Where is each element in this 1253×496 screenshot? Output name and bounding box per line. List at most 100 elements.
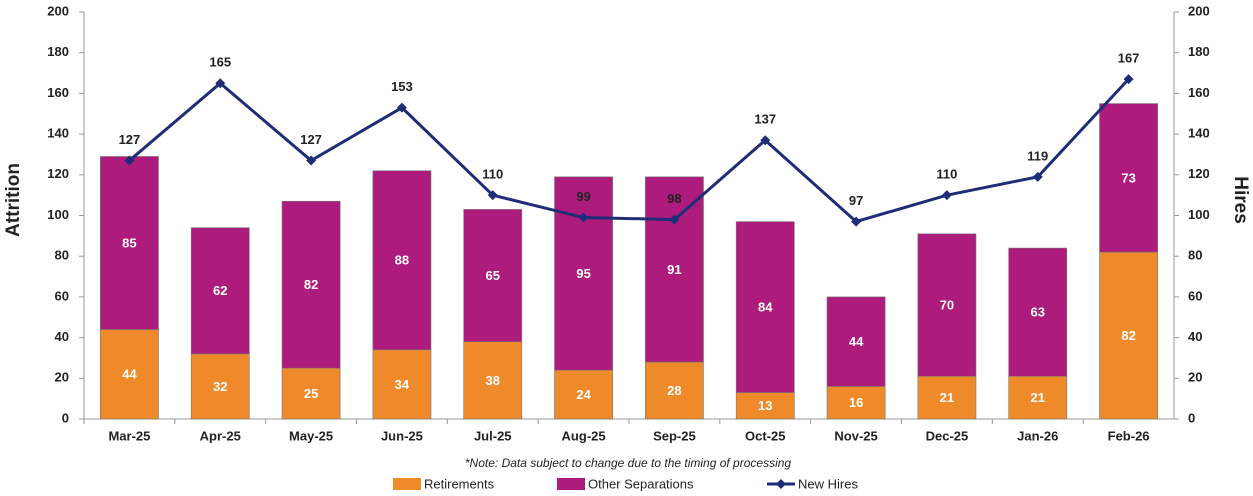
y-axis-title: Attrition	[3, 163, 24, 237]
bar-label: 84	[758, 300, 773, 315]
bar-segment	[1008, 247, 1068, 377]
x-tick-label: Sep-25	[653, 428, 696, 443]
y2-tick-label: 200	[1188, 3, 1210, 18]
line-label: 127	[119, 132, 141, 147]
line-marker	[760, 135, 771, 146]
y-tick-label: 200	[47, 3, 69, 18]
y-tick-label: 20	[55, 370, 69, 385]
x-tick-label: Aug-25	[562, 428, 606, 443]
y2-tick-label: 60	[1188, 288, 1202, 303]
bar-label: 13	[758, 398, 772, 413]
x-tick-label: Nov-25	[834, 428, 877, 443]
line-marker	[578, 212, 589, 223]
legend-label: Retirements	[424, 476, 495, 491]
bar-label: 63	[1031, 305, 1045, 320]
bar-label: 82	[1121, 328, 1135, 343]
bar-segment	[735, 221, 795, 393]
bar-segment	[645, 361, 704, 420]
line-series	[128, 78, 1130, 224]
line-label: 99	[576, 189, 590, 204]
bar-segment	[826, 296, 886, 387]
bar-label: 34	[395, 377, 410, 392]
y-tick-label: 80	[55, 248, 69, 263]
legend-swatch	[557, 478, 585, 490]
x-tick-label: May-25	[289, 428, 333, 443]
legend-label: Other Separations	[588, 476, 694, 491]
legend-label: New Hires	[798, 476, 858, 491]
bar-segment	[917, 233, 977, 377]
line-marker	[306, 155, 317, 166]
legend-marker	[776, 479, 786, 489]
y2-tick-label: 120	[1188, 166, 1210, 181]
y2-axis-title: Hires	[1230, 176, 1251, 224]
line-marker	[1123, 74, 1134, 85]
x-tick-label: Mar-25	[108, 428, 150, 443]
bar-segment	[554, 176, 613, 371]
note: *Note: Data subject to change due to the…	[465, 456, 792, 470]
bar-label: 16	[849, 395, 863, 410]
bar-label: 21	[940, 390, 954, 405]
line-marker	[941, 190, 952, 201]
bar-label: 24	[576, 387, 591, 402]
bar-label: 25	[304, 386, 318, 401]
line-marker	[396, 102, 407, 113]
bar-segment	[281, 367, 341, 420]
bar-segment	[281, 200, 341, 369]
bar-label: 44	[849, 334, 864, 349]
line-label: 153	[391, 79, 413, 94]
bar-label: 85	[122, 235, 136, 250]
line-label: 110	[936, 167, 957, 182]
bar-label: 44	[122, 367, 137, 382]
y2-tick-label: 0	[1188, 410, 1195, 425]
bar-segment	[100, 156, 159, 330]
bar-label: 38	[486, 373, 500, 388]
bar-label: 28	[667, 383, 681, 398]
bar-segment	[372, 170, 432, 351]
line-marker	[215, 78, 226, 89]
bar-label: 21	[1031, 390, 1045, 405]
bar-segment	[190, 227, 250, 355]
line-marker	[851, 216, 862, 227]
line-label: 110	[482, 167, 503, 182]
line-label: 165	[209, 55, 231, 70]
line-marker	[487, 190, 498, 201]
bar-label: 70	[940, 297, 954, 312]
x-tick-label: Jul-25	[474, 428, 512, 443]
bar-label: 65	[486, 268, 500, 283]
y-tick-label: 160	[47, 85, 69, 100]
y2-tick-label: 20	[1188, 370, 1202, 385]
bar-segment	[1008, 375, 1068, 420]
line-marker	[669, 214, 680, 225]
legend-swatch	[393, 478, 421, 490]
y2-tick-label: 160	[1188, 85, 1210, 100]
x-tick-label: Jun-25	[381, 428, 423, 443]
bar-label: 62	[213, 283, 227, 298]
line-label: 127	[300, 132, 322, 147]
line-label: 98	[667, 191, 681, 206]
bar-segment	[100, 329, 159, 420]
x-tick-label: Jan-26	[1017, 428, 1058, 443]
y-tick-label: 180	[47, 44, 69, 59]
bar-label: 73	[1121, 170, 1135, 185]
y-tick-label: 140	[47, 126, 69, 141]
y-tick-label: 40	[55, 329, 69, 344]
line-label: 137	[754, 112, 776, 127]
bar-segment	[645, 176, 704, 363]
bar-segment	[372, 349, 432, 420]
bar-segment	[554, 369, 613, 420]
line-marker	[1032, 171, 1043, 182]
y2-tick-label: 180	[1188, 44, 1210, 59]
x-tick-label: Dec-25	[926, 428, 969, 443]
line-marker	[124, 155, 135, 166]
bar-segment	[1099, 103, 1158, 253]
bar-segment	[735, 392, 795, 420]
bar-label: 88	[395, 253, 409, 268]
y2-tick-label: 80	[1188, 248, 1202, 263]
y-tick-label: 120	[47, 166, 69, 181]
y2-tick-label: 140	[1188, 126, 1210, 141]
line-label: 167	[1118, 51, 1140, 66]
bar-segment	[463, 209, 523, 342]
x-tick-label: Oct-25	[745, 428, 785, 443]
bar-segment	[826, 386, 886, 420]
